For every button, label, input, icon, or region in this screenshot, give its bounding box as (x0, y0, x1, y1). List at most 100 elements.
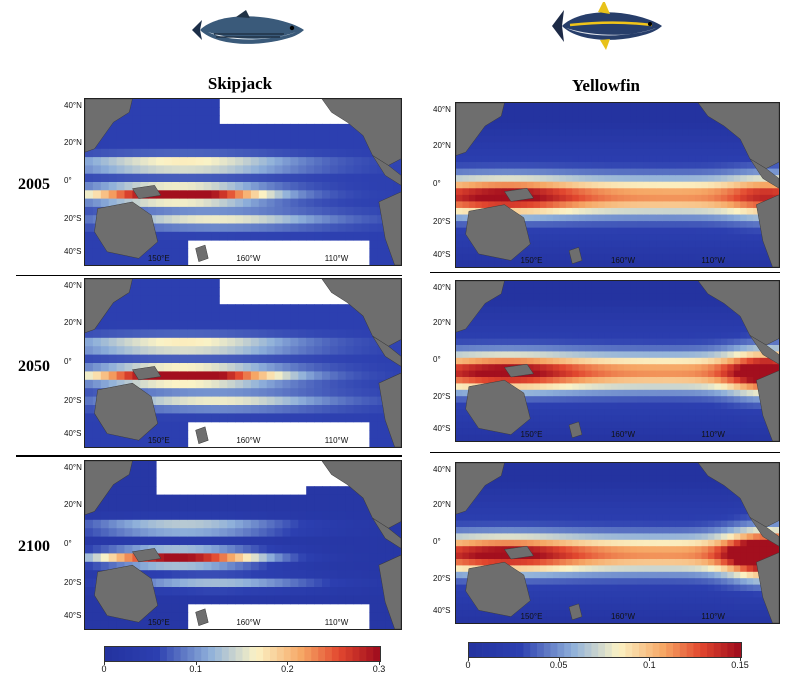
colorbar-segment (571, 643, 579, 657)
colorbar-segment (482, 643, 490, 657)
colorbar-segment (228, 647, 236, 661)
longitude-label: 110°W (701, 256, 725, 265)
longitude-label: 160°W (236, 618, 261, 627)
colorbar-segment (591, 643, 599, 657)
land-mass (465, 204, 531, 261)
land-mass (568, 603, 583, 621)
habitat-map (85, 461, 401, 629)
column-title-yellowfin: Yellowfin (572, 76, 640, 95)
latitude-label: 20°S (433, 216, 451, 226)
land-mass (756, 194, 779, 267)
habitat-map (85, 99, 401, 265)
land-mass (756, 552, 779, 623)
colorbar-segment (331, 647, 340, 661)
colorbar-segment (598, 643, 606, 657)
colorbar-tick-label: 0.3 (372, 664, 386, 674)
latitude-label: 40°S (433, 605, 451, 615)
colorbar-segment (215, 647, 223, 661)
colorbar-segment (673, 643, 681, 657)
year-label-2005: 2005 (18, 176, 50, 193)
map-yellowfin-2100 (455, 462, 780, 624)
colorbar-segment (359, 647, 367, 661)
land-mass (749, 335, 779, 365)
longitude-label: 160°W (610, 256, 636, 265)
colorbar-tick-label: 0.15 (731, 660, 749, 670)
colorbar-segment (469, 643, 477, 657)
land-mass (504, 545, 534, 560)
land-mass (94, 201, 158, 259)
latitude-label: 40°N (433, 465, 451, 474)
row-separator (16, 275, 402, 276)
colorbar-segment (256, 647, 264, 661)
colorbar-segment (153, 647, 161, 661)
colorbar-segment (125, 647, 133, 661)
land-mass (456, 281, 505, 333)
land-mass (749, 517, 779, 547)
land-mass (85, 99, 133, 153)
map-skipjack-2005 (84, 98, 402, 266)
map-skipjack-2050 (84, 278, 402, 448)
colorbar-segment (639, 643, 647, 657)
latitude-label: 40°N (64, 281, 82, 291)
map-yellowfin-2050 (455, 280, 780, 442)
colorbar-segment (475, 643, 483, 657)
colorbar-tick-mark (468, 657, 469, 661)
longitude-label: 110°W (701, 430, 725, 439)
colorbar-tick-label: 0 (101, 664, 107, 674)
latitude-label: 20°N (433, 318, 451, 328)
colorbar-segment (652, 643, 660, 657)
colorbar-tick-label: 0.1 (189, 664, 202, 674)
latitude-label: 20°S (64, 577, 82, 587)
longitude-label: 150°E (147, 254, 170, 263)
latitude-label: 0° (64, 539, 72, 548)
latitude-label: 20°N (64, 318, 82, 328)
colorbar-skipjack (104, 646, 381, 662)
year-label-2050: 2050 (18, 358, 50, 375)
colorbar-segment (584, 643, 592, 657)
colorbar-segment (496, 643, 504, 657)
land-mass (378, 372, 401, 447)
row-separator (16, 455, 402, 457)
colorbar-segment (373, 647, 380, 661)
latitude-label: 20°S (64, 395, 82, 405)
longitude-label: 110°W (701, 612, 725, 621)
colorbar-segment (235, 647, 243, 661)
land-mass (504, 188, 534, 202)
latitude-label: 40°S (64, 247, 82, 257)
latitude-label: 40°S (433, 423, 451, 433)
longitude-label: 160°W (610, 612, 636, 621)
colorbar-segment (146, 647, 154, 661)
colorbar-tick-mark (287, 661, 289, 665)
colorbar-segment (276, 647, 285, 661)
land-mass (465, 561, 531, 617)
land-mass (372, 155, 401, 186)
colorbar-segment (720, 643, 728, 657)
colorbar-tick-mark (649, 657, 651, 661)
land-mass (94, 564, 158, 623)
colorbar-segment (618, 643, 626, 657)
colorbar-segment (550, 643, 558, 657)
latitude-label: 0° (64, 176, 72, 185)
habitat-map (456, 103, 779, 267)
colorbar-segment (311, 647, 319, 661)
longitude-label: 150°E (147, 618, 170, 627)
colorbar-segment (557, 643, 565, 657)
longitude-label: 160°W (236, 436, 261, 445)
colorbar-segment (366, 647, 374, 661)
colorbar-tick-label: 0.05 (549, 660, 568, 670)
colorbar-segment (160, 647, 168, 661)
colorbar-segment (283, 647, 291, 661)
longitude-label: 150°E (520, 612, 543, 621)
colorbar-segment (523, 643, 531, 657)
colorbar-segment (318, 647, 326, 661)
land-mass (85, 461, 133, 516)
colorbar-segment (577, 643, 585, 657)
colorbar-segment (345, 647, 353, 661)
land-mass (568, 421, 583, 439)
colorbar-tick-label: 0.2 (281, 664, 294, 674)
colorbar-segment (166, 647, 175, 661)
land-mass (372, 335, 401, 367)
latitude-label: 40°N (64, 463, 82, 473)
yellowfin-fish-icon (552, 2, 662, 50)
habitat-map (85, 279, 401, 447)
